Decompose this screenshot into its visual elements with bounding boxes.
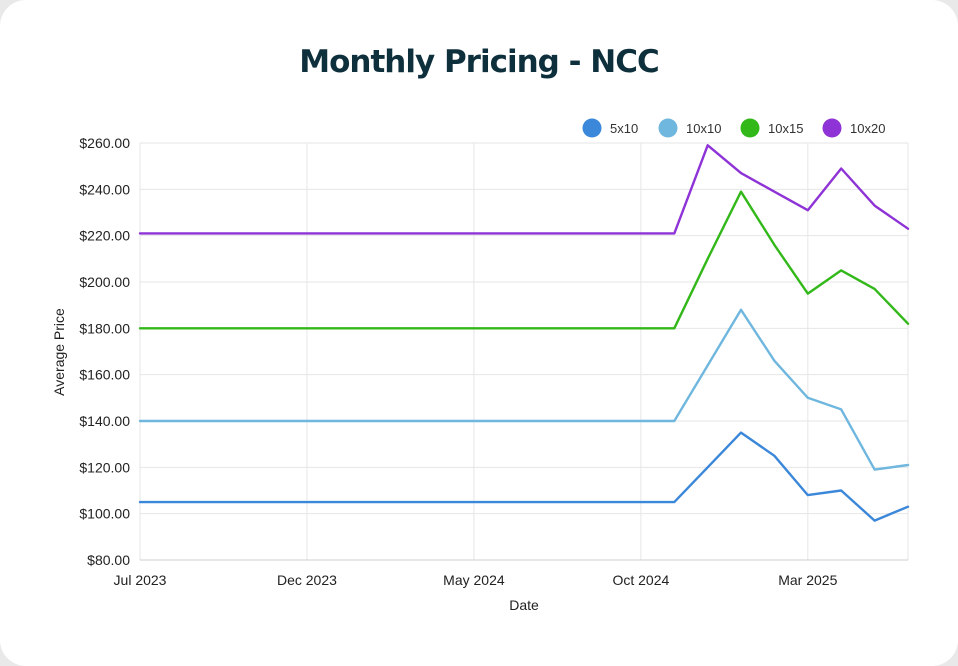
- y-tick-label: $240.00: [79, 181, 130, 197]
- legend-label-10x10: 10x10: [686, 121, 721, 136]
- x-tick-label: Oct 2024: [612, 572, 669, 588]
- x-tick-label: May 2024: [443, 572, 505, 588]
- y-axis-label: Average Price: [51, 308, 67, 396]
- y-tick-label: $140.00: [79, 413, 130, 429]
- x-tick-label: Dec 2023: [277, 572, 337, 588]
- series-line-10x20: [138, 144, 910, 235]
- y-tick-label: $100.00: [79, 506, 130, 522]
- y-tick-label: $200.00: [79, 274, 130, 290]
- x-axis-label: Date: [509, 597, 539, 613]
- legend-marker-10x15: [740, 118, 760, 138]
- legend-marker-10x20: [822, 118, 842, 138]
- x-tick-label: Mar 2025: [778, 572, 837, 588]
- y-tick-label: $220.00: [79, 228, 130, 244]
- legend-label-10x15: 10x15: [768, 121, 803, 136]
- series-line-10x10: [138, 308, 910, 471]
- series-line-5x10: [138, 431, 910, 522]
- series-line-10x15: [138, 190, 910, 330]
- y-tick-label: $80.00: [87, 552, 130, 568]
- axes: $80.00 $100.00 $120.00 $140.00 $160.00 $180.0…: [79, 135, 908, 588]
- y-tick-label: $160.00: [79, 367, 130, 383]
- legend-marker-10x10: [658, 118, 678, 138]
- y-tick-label: $180.00: [79, 320, 130, 336]
- chart-title: Monthly Pricing - NCC: [299, 44, 660, 80]
- series-lines: [138, 144, 910, 522]
- x-tick-label: Jul 2023: [114, 572, 167, 588]
- legend-label-10x20: 10x20: [850, 121, 885, 136]
- y-tick-label: $260.00: [79, 135, 130, 151]
- grid: [139, 142, 909, 561]
- legend-marker-5x10: [582, 118, 602, 138]
- legend: 5x10 10x10 10x15 10x20: [582, 118, 885, 138]
- legend-label-5x10: 5x10: [610, 121, 638, 136]
- y-tick-label: $120.00: [79, 459, 130, 475]
